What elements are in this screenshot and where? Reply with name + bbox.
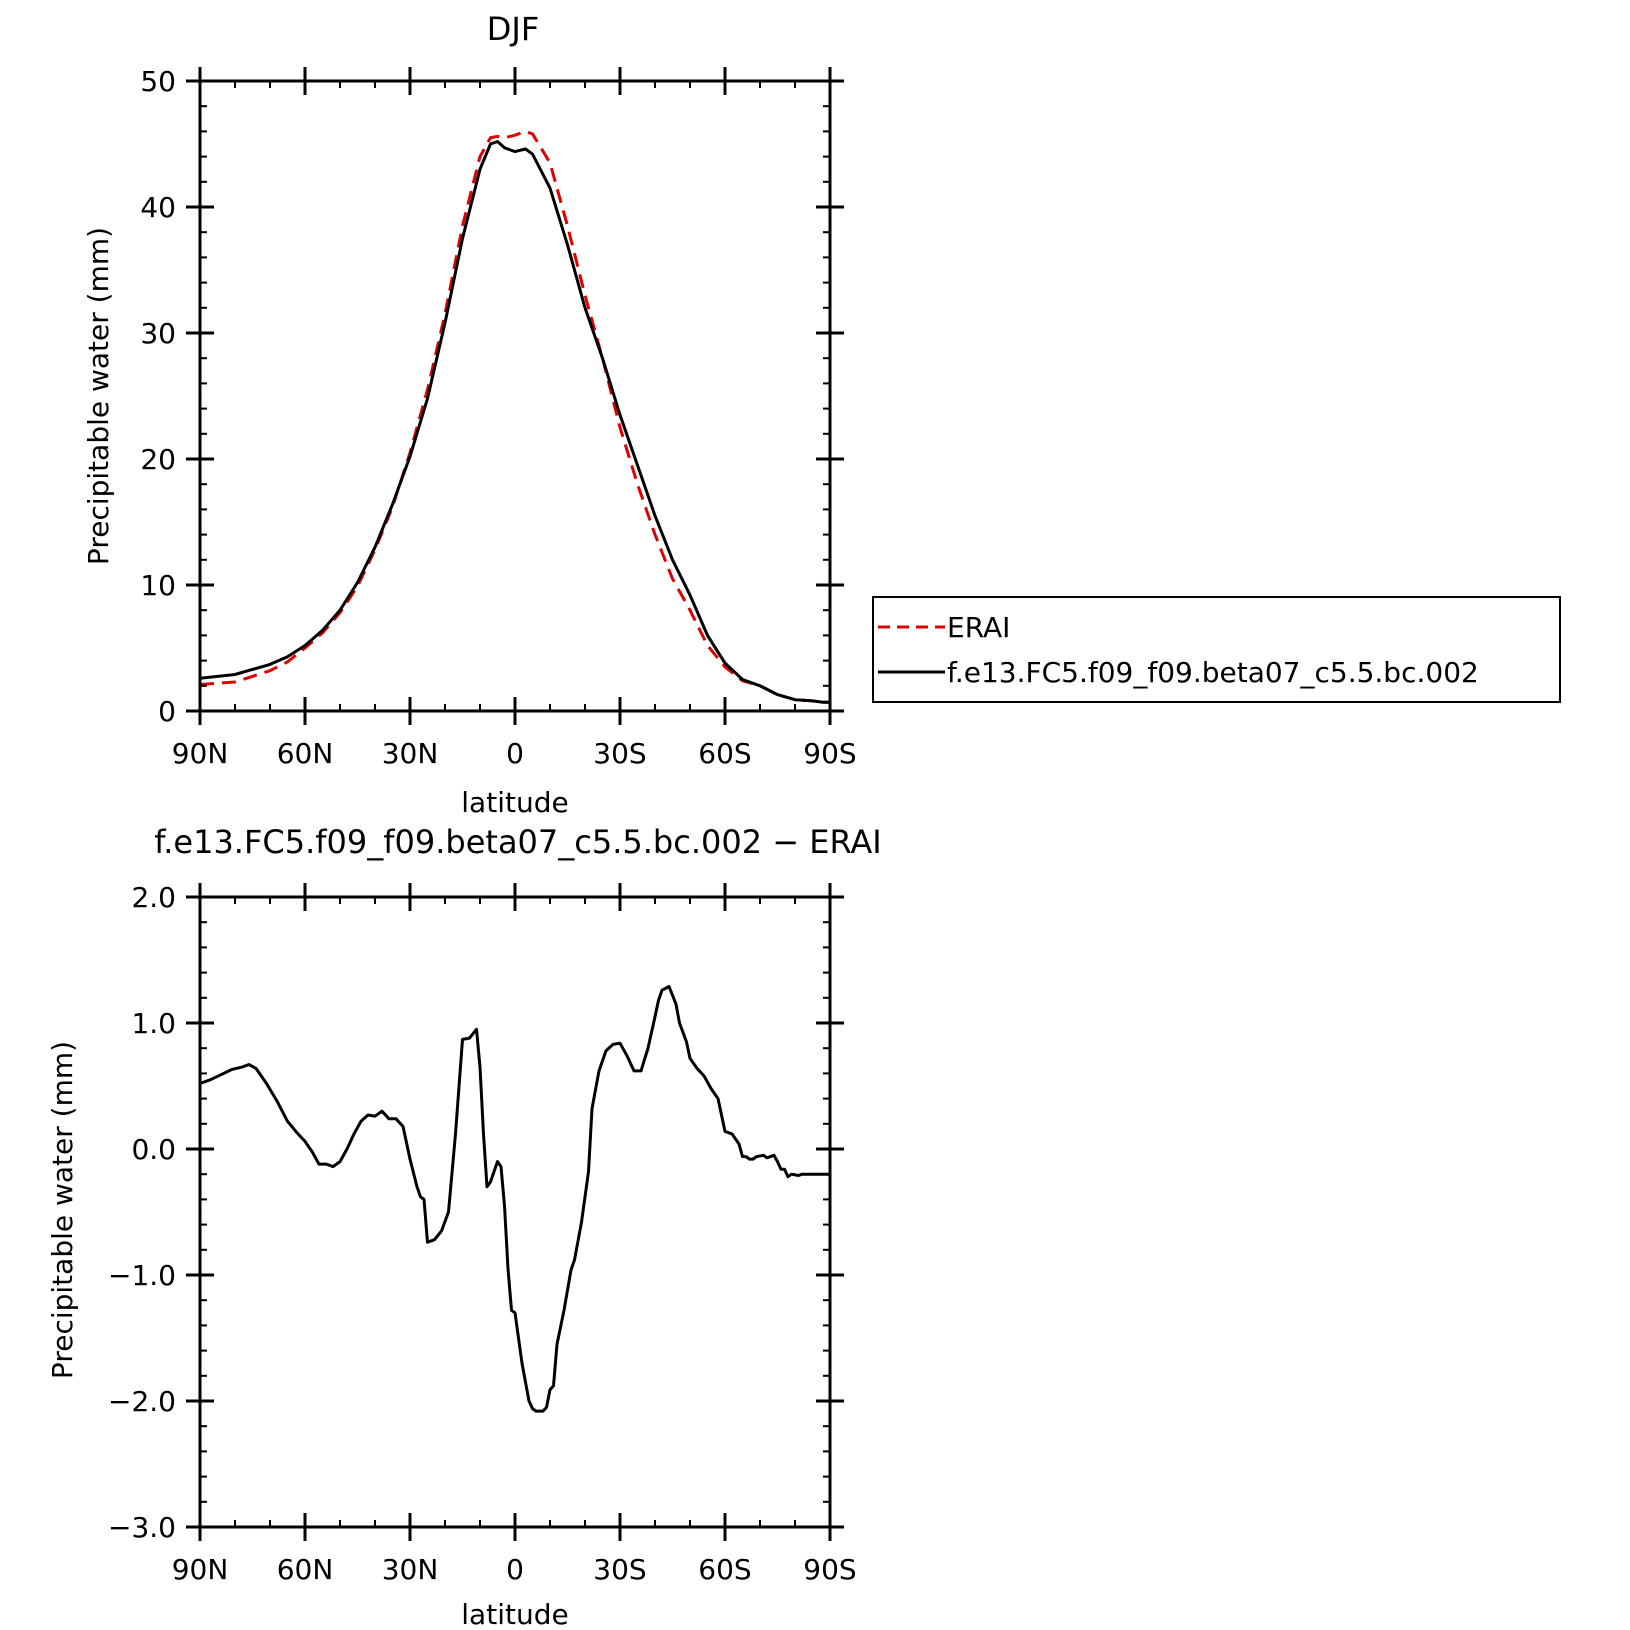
x-tick-label: 60S (698, 737, 751, 770)
x-tick-label: 90S (803, 737, 856, 770)
x-axis-label: latitude (461, 786, 568, 819)
chart-title: DJF (487, 10, 539, 48)
series-line-f-e13-fc5-f09-f09-beta07-c5-5-bc-002 (199, 140, 830, 704)
x-tick-label: 90S (803, 1553, 856, 1586)
series-line-difference (199, 985, 830, 1413)
x-tick-label: 0 (506, 1553, 524, 1586)
y-tick-label: 50 (140, 65, 176, 98)
series-group (199, 129, 830, 704)
x-tick-label: 30S (593, 1553, 646, 1586)
y-tick-label: 20 (140, 443, 176, 476)
x-axis: 90N 60N 30N 0 30S 60S 90S (172, 67, 857, 770)
x-tick-label: 90N (172, 737, 229, 770)
x-tick-label: 60N (277, 737, 334, 770)
y-tick-label: 30 (140, 317, 176, 350)
x-tick-label: 30N (382, 737, 439, 770)
x-axis-label: latitude (461, 1598, 568, 1630)
y-tick-label: 0 (158, 695, 176, 728)
chart-title: f.e13.FC5.f09_f09.beta07_c5.5.bc.002 − E… (154, 823, 881, 861)
series-line-erai (199, 129, 830, 704)
x-tick-label: 60S (698, 1553, 751, 1586)
y-tick-label: 2.0 (131, 881, 176, 914)
y-tick-label: 40 (140, 191, 176, 224)
y-tick-label: 0.0 (131, 1133, 176, 1166)
plot-frame (198, 79, 832, 713)
x-tick-label: 30N (382, 1553, 439, 1586)
legend: ERAI f.e13.FC5.f09_f09.beta07_c5.5.bc.00… (872, 596, 1561, 703)
y-axis-label: Precipitable water (mm) (46, 1041, 79, 1379)
x-tick-label: 0 (506, 737, 524, 770)
y-axis-label: Precipitable water (mm) (82, 227, 115, 565)
climatology-panel: DJF 0 10 20 30 40 50 90N 60N 30N 0 30S 60S 90S lati… (82, 10, 1561, 819)
x-tick-label: 30S (593, 737, 646, 770)
y-tick-label: 1.0 (131, 1007, 176, 1040)
y-axis: 0 10 20 30 40 50 (140, 65, 844, 728)
x-tick-label: 60N (277, 1553, 334, 1586)
y-tick-label: 10 (140, 569, 176, 602)
y-tick-label: −3.0 (108, 1511, 176, 1544)
y-tick-label: −2.0 (108, 1385, 176, 1418)
plot-frame (198, 895, 832, 1529)
y-tick-label: −1.0 (108, 1259, 176, 1292)
difference-panel: f.e13.FC5.f09_f09.beta07_c5.5.bc.002 − E… (46, 823, 882, 1630)
x-tick-label: 90N (172, 1553, 229, 1586)
x-axis: 90N 60N 30N 0 30S 60S 90S (172, 883, 857, 1586)
series-group (199, 985, 830, 1413)
legend-label-erai: ERAI (947, 611, 1010, 644)
legend-box (872, 596, 1561, 703)
y-axis: −3.0 −2.0 −1.0 0.0 1.0 2.0 (108, 881, 844, 1544)
legend-label-model: f.e13.FC5.f09_f09.beta07_c5.5.bc.002 (947, 656, 1479, 689)
